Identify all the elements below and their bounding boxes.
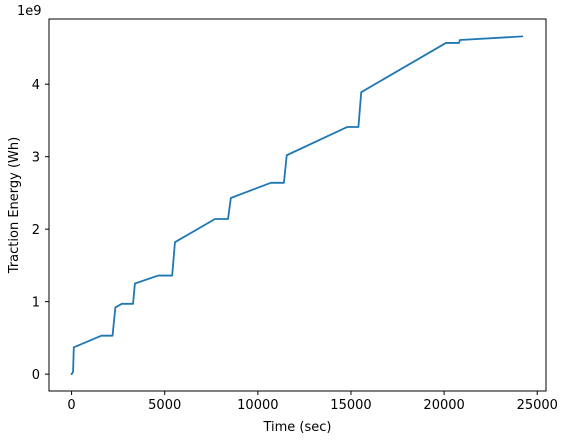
- x-tick-label: 0: [67, 398, 75, 413]
- x-tick-label: 10000: [237, 398, 278, 413]
- y-tick-label: 4: [32, 78, 40, 93]
- x-tick-label: 25000: [517, 398, 558, 413]
- plot-background: [49, 19, 546, 391]
- x-axis-label: Time (sec): [262, 420, 331, 435]
- y-tick-label: 0: [32, 368, 40, 383]
- series-layer: [70, 35, 524, 376]
- y-tick-label: 3: [32, 151, 40, 166]
- y-tick-label: 2: [32, 223, 40, 238]
- tick-layer: 0 5000 10000 15000 20000 25000 0 1 2 3 4: [32, 78, 558, 413]
- axes-frame: [48, 18, 547, 392]
- y-axis-label: Traction Energy (Wh): [7, 137, 22, 274]
- axes: [48, 18, 547, 392]
- x-tick-label: 15000: [330, 398, 371, 413]
- series-line-0: [70, 35, 524, 376]
- y-tick-label: 1: [32, 296, 40, 311]
- plot-area: [49, 19, 546, 391]
- x-tick-label: 20000: [423, 398, 464, 413]
- x-tick-label: 5000: [148, 398, 181, 413]
- y-axis-offset-label: 1e9: [17, 4, 42, 19]
